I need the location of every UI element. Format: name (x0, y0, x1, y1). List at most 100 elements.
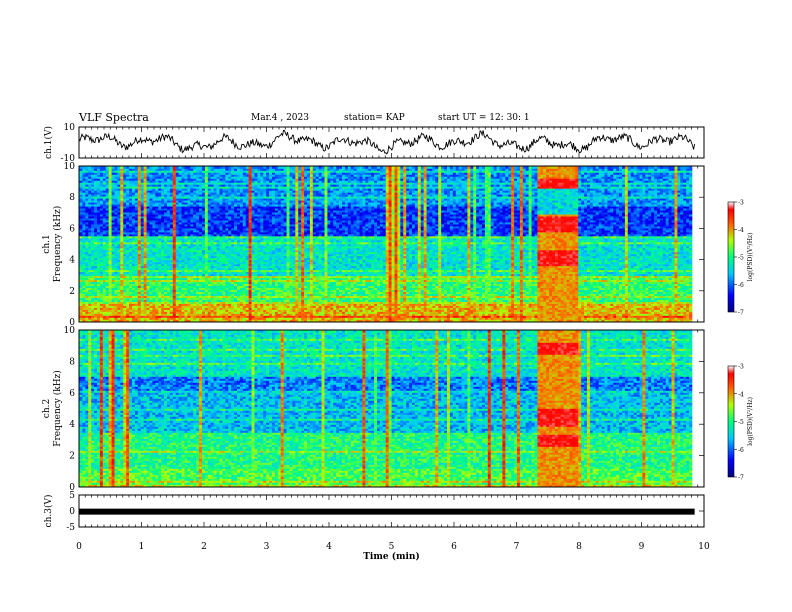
spectrogram-cell (103, 298, 106, 300)
spectrogram-cell (132, 238, 135, 240)
spectrogram-cell (82, 234, 85, 236)
spectrogram-cell (193, 254, 196, 256)
spectrogram-cell (117, 236, 120, 238)
spectrogram-cell (117, 304, 120, 306)
spectrogram-cell (82, 308, 85, 310)
spectrogram-cell (170, 300, 173, 302)
spectrogram-cell (132, 228, 135, 230)
spectrogram-cell (150, 220, 153, 222)
spectrogram-cell (82, 232, 85, 234)
spectrogram-cell (126, 220, 129, 222)
spectrogram-cell (80, 304, 83, 306)
spectrogram-cell (176, 244, 179, 246)
spectrogram-cell (112, 254, 115, 256)
spectrogram-cell (80, 174, 83, 176)
spectrogram-cell (187, 302, 190, 304)
spectrogram-cell (135, 320, 138, 322)
spectrogram-cell (187, 296, 190, 298)
spectrogram-cell (141, 190, 144, 192)
spectrogram-cell (185, 274, 188, 276)
spectrogram-cell (91, 276, 94, 278)
spectrogram-cell (179, 258, 182, 260)
spectrogram-cell (164, 204, 167, 206)
spectrogram-cell (155, 296, 158, 298)
spectrogram-cell (115, 178, 118, 180)
spectrogram-cell (94, 190, 97, 192)
spectrogram-cell (185, 182, 188, 184)
spectrogram-cell (155, 244, 158, 246)
spectrogram-cell (173, 274, 176, 276)
spectrogram-cell (179, 200, 182, 202)
spectrogram-cell (190, 176, 193, 178)
spectrogram-cell (115, 284, 118, 286)
spectrogram-cell (117, 186, 120, 188)
spectrogram-cell (106, 254, 109, 256)
spectrogram-cell (144, 206, 147, 208)
spectrogram-cell (193, 170, 196, 172)
spectrogram-cell (147, 312, 150, 314)
spectrogram-cell (123, 180, 126, 182)
spectrogram-cell (138, 252, 141, 254)
spectrogram-cell (109, 292, 112, 294)
spectrogram-cell (182, 222, 185, 224)
spectrogram-cell (161, 212, 164, 214)
spectrogram-cell (193, 268, 196, 270)
spectrogram-cell (120, 220, 123, 222)
spectrogram-cell (190, 216, 193, 218)
spectrogram-cell (164, 190, 167, 192)
spectrogram-cell (91, 234, 94, 236)
spectrogram-cell (158, 286, 161, 288)
spectrogram-cell (182, 302, 185, 304)
spectrogram-cell (193, 176, 196, 178)
spectrogram-cell (150, 238, 153, 240)
spectrogram-cell (97, 206, 100, 208)
spectrogram-cell (117, 222, 120, 224)
spectrogram-cell (164, 320, 167, 322)
spectrogram-cell (179, 320, 182, 322)
spectrogram-cell (147, 318, 150, 320)
spectrogram-cell (147, 232, 150, 234)
spectrogram-cell (158, 167, 161, 169)
spectrogram-cell (91, 310, 94, 312)
spectrogram-cell (123, 200, 126, 202)
spectrogram-cell (138, 180, 141, 182)
spectrogram-cell (112, 284, 115, 286)
spectrogram-cell (152, 288, 155, 290)
spectrogram-cell (173, 168, 176, 170)
spectrogram-cell (123, 300, 126, 302)
spectrogram-cell (109, 254, 112, 256)
spectrogram-cell (138, 260, 141, 262)
spectrogram-cell (152, 218, 155, 220)
spectrogram-cell (152, 212, 155, 214)
spectrogram-cell (117, 260, 120, 262)
spectrogram-cell (106, 244, 109, 246)
spectrogram-cell (91, 214, 94, 216)
spectrogram-cell (103, 310, 106, 312)
spectrogram-cell (161, 316, 164, 318)
spectrogram-cell (182, 232, 185, 234)
spectrogram-cell (193, 244, 196, 246)
spectrogram-cell (120, 276, 123, 278)
spectrogram-cell (158, 256, 161, 258)
spectrogram-cell (167, 274, 170, 276)
spectrogram-cell (126, 230, 129, 232)
spectrogram-cell (190, 256, 193, 258)
spectrogram-cell (85, 180, 88, 182)
spectrogram-cell (115, 312, 118, 314)
spectrogram-cell (129, 258, 132, 260)
spectrogram-cell (185, 308, 188, 310)
spectrogram-cell (115, 202, 118, 204)
spectrogram-cell (126, 250, 129, 252)
spectrogram-cell (91, 180, 94, 182)
spectrogram-cell (150, 314, 153, 316)
spectrogram-cell (164, 262, 167, 264)
spectrogram-cell (173, 214, 176, 216)
spectrogram-cell (176, 226, 179, 228)
spectrogram-cell (100, 184, 103, 186)
spectrogram-cell (115, 188, 118, 190)
spectrogram-cell (88, 258, 91, 260)
spectrogram-cell (112, 200, 115, 202)
spectrogram-cell (150, 174, 153, 176)
spectrogram-cell (185, 184, 188, 186)
spectrogram-cell (80, 306, 83, 308)
